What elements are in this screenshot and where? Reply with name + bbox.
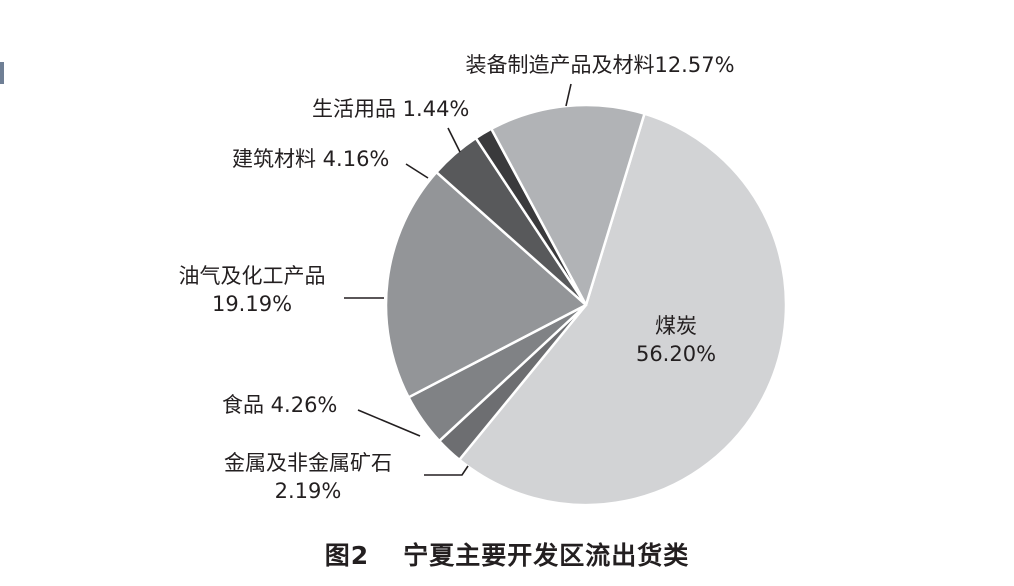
leader-line-1 (424, 465, 469, 476)
page-edge-mark (0, 62, 4, 84)
slice-label-name: 油气及化工产品 (179, 264, 326, 288)
slice-label-4: 建筑材料 4.16% (232, 147, 389, 171)
figure-number: 图2 (324, 541, 370, 570)
slice-label-3: 油气及化工产品 19.19% (179, 264, 326, 316)
slice-label-5: 生活用品 1.44% (312, 97, 469, 121)
figure-caption: 图2 宁夏主要开发区流出货类 (0, 536, 1014, 572)
slice-label-name: 煤炭 (655, 314, 697, 338)
slice-labels: 煤炭 56.20% 金属及非金属矿石 2.19% 食品 4.26% 油气及化工产品 19.1… (179, 53, 735, 503)
pie-slices (384, 103, 788, 507)
slice-label-0: 煤炭 56.20% (636, 314, 716, 366)
slice-label-value: 2.19% (275, 479, 342, 503)
pie-slice-3 (384, 170, 588, 399)
leader-line-4 (405, 163, 429, 179)
slice-label-value: 19.19% (212, 292, 292, 316)
slice-label-name: 金属及非金属矿石 (224, 451, 392, 475)
slice-label-6: 装备制造产品及材料12.57% (465, 53, 734, 77)
slice-label-value: 56.20% (636, 342, 716, 366)
slice-label-2: 食品 4.26% (222, 393, 337, 417)
leader-line-6 (565, 83, 572, 107)
leader-line-2 (357, 409, 421, 437)
leader-line-5 (447, 127, 461, 153)
figure-title: 宁夏主要开发区流出货类 (403, 541, 690, 570)
pie-slice-0 (458, 112, 788, 507)
slice-label-1: 金属及非金属矿石 2.19% (224, 451, 392, 503)
